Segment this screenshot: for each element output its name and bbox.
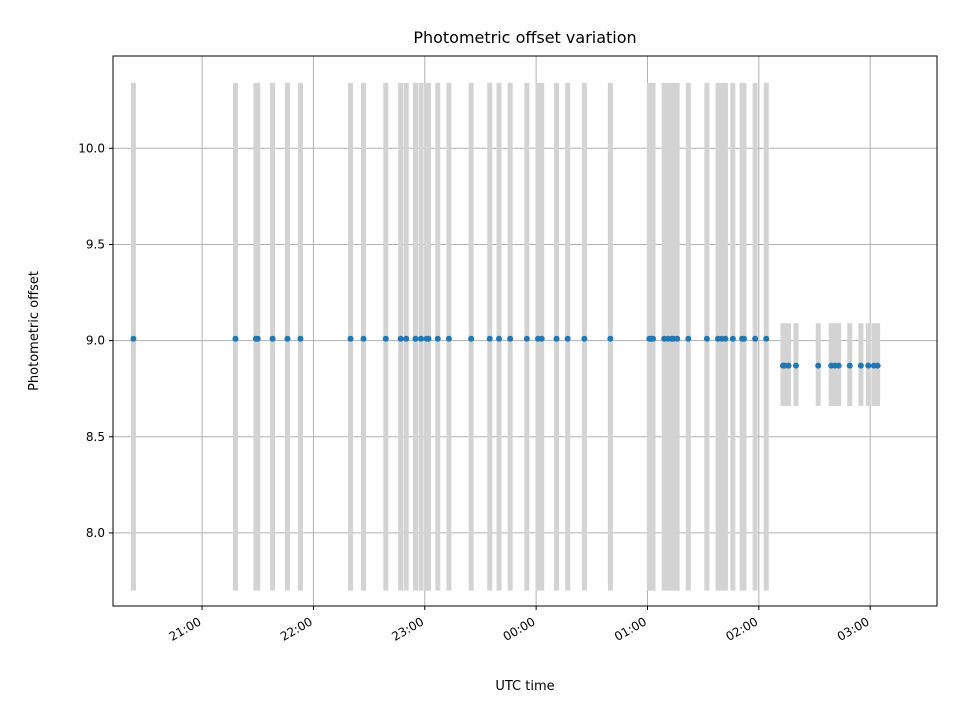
data-point — [703, 335, 710, 342]
y-tick-label: 8.5 — [86, 430, 105, 444]
data-points — [130, 335, 881, 369]
data-point — [269, 335, 276, 342]
data-point — [403, 335, 410, 342]
chart-title: Photometric offset variation — [413, 28, 636, 47]
data-point — [792, 362, 799, 369]
data-point — [607, 335, 614, 342]
data-point — [785, 362, 792, 369]
y-tick-label: 9.5 — [86, 237, 105, 251]
data-point — [445, 335, 452, 342]
data-point — [382, 335, 389, 342]
plot-frame — [112, 55, 938, 607]
data-point — [418, 335, 425, 342]
data-point — [857, 362, 864, 369]
data-point — [752, 335, 759, 342]
data-point — [486, 335, 493, 342]
data-point — [496, 335, 503, 342]
data-point — [523, 335, 530, 342]
data-point — [815, 362, 822, 369]
y-axis-label: Photometric offset — [27, 271, 42, 391]
data-point — [538, 335, 545, 342]
data-point — [650, 335, 657, 342]
data-point — [254, 335, 261, 342]
data-point — [722, 335, 729, 342]
data-point — [553, 335, 560, 342]
data-point — [434, 335, 441, 342]
data-point — [284, 335, 291, 342]
data-point — [564, 335, 571, 342]
y-axis-ticks: 8.0 8.5 9.0 9.5 10.0 — [78, 141, 113, 540]
data-point — [232, 335, 239, 342]
data-point — [412, 335, 419, 342]
data-point — [468, 335, 475, 342]
x-axis-label: UTC time — [495, 679, 554, 694]
data-point — [763, 335, 770, 342]
data-point — [846, 362, 853, 369]
data-point — [425, 335, 432, 342]
data-point — [130, 335, 137, 342]
data-point — [865, 362, 872, 369]
y-tick-label: 9.0 — [86, 334, 105, 348]
data-point — [397, 335, 404, 342]
data-point — [360, 335, 367, 342]
data-point — [297, 335, 304, 342]
data-point — [347, 335, 354, 342]
data-point — [874, 362, 881, 369]
data-point — [507, 335, 514, 342]
y-tick-label: 10.0 — [78, 141, 105, 155]
data-point — [581, 335, 588, 342]
data-point — [685, 335, 692, 342]
data-point — [729, 335, 736, 342]
data-point — [835, 362, 842, 369]
y-tick-label: 8.0 — [86, 526, 105, 540]
data-point — [740, 335, 747, 342]
data-point — [674, 335, 681, 342]
